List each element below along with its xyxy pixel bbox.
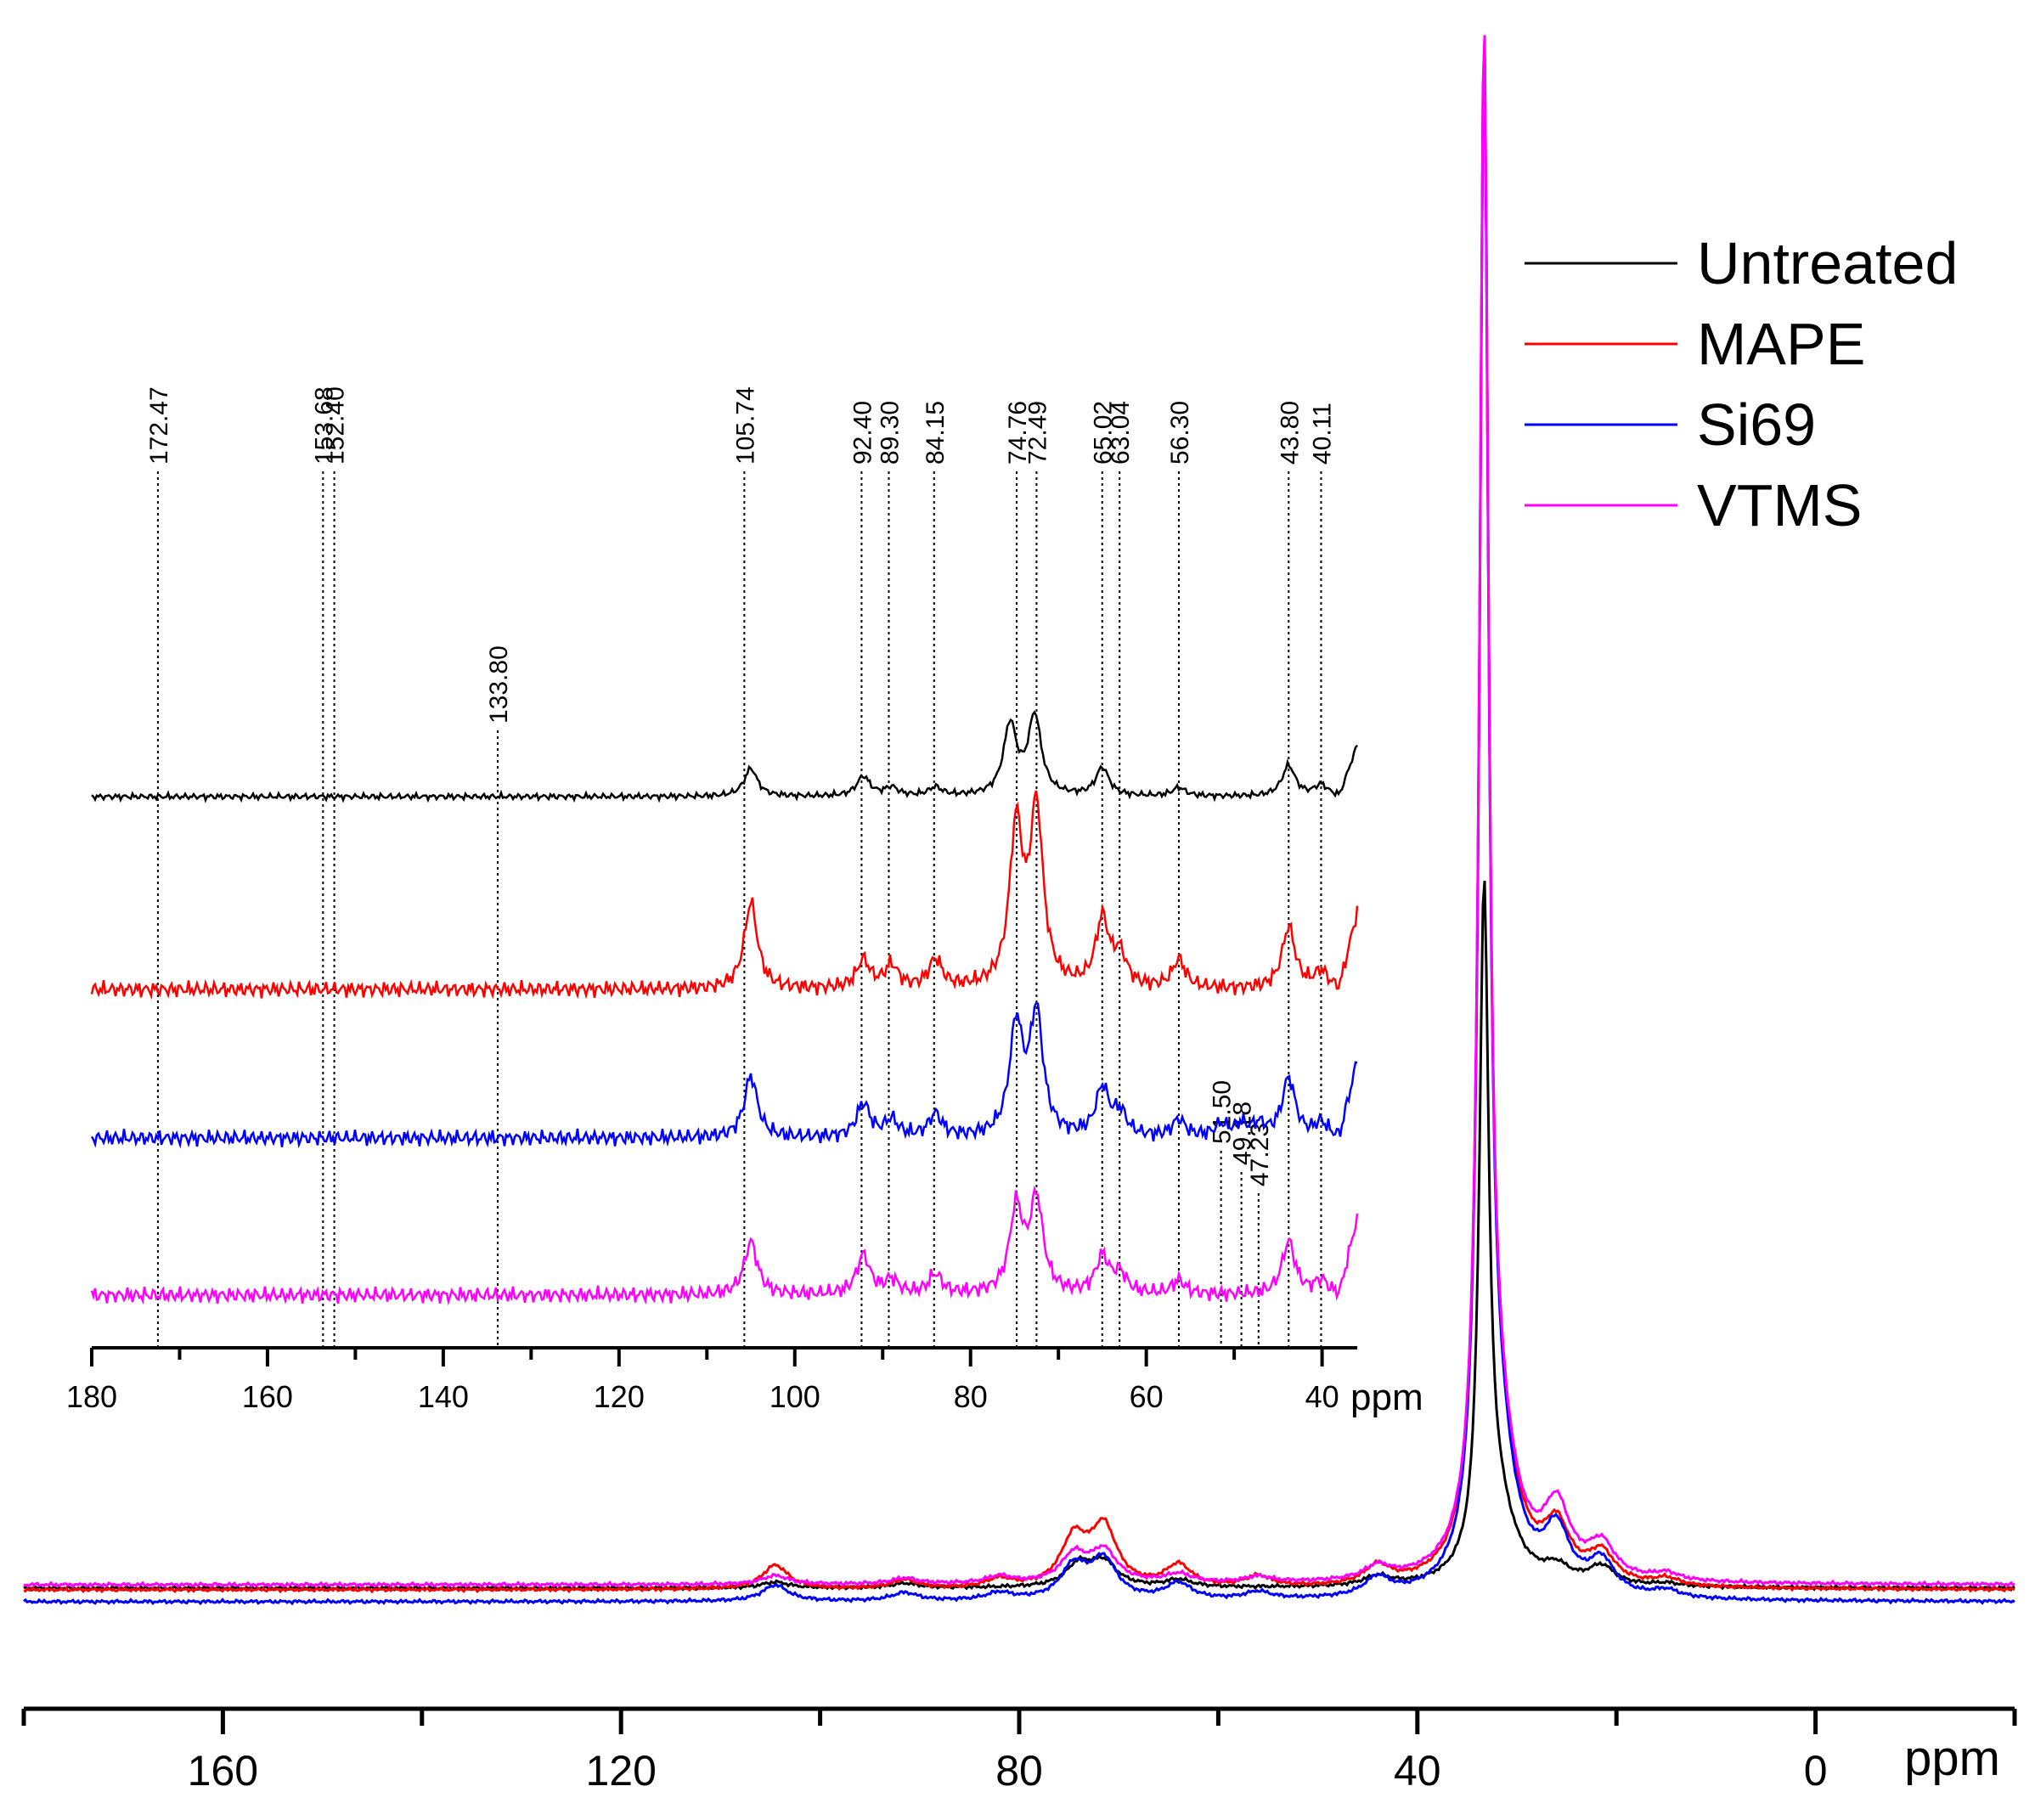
inset-series-si69 <box>90 1001 1358 1149</box>
legend-label-si69: Si69 <box>1697 392 1816 458</box>
inset-tick-label: 100 <box>769 1379 820 1414</box>
main-series-vtms <box>23 35 2015 1589</box>
inset-tick-label: 80 <box>954 1379 988 1414</box>
peak-label: 153.68 <box>310 386 338 465</box>
peak-label: 49.18 <box>1229 1102 1257 1165</box>
main-tick-label: 120 <box>585 1747 656 1795</box>
main-tick-label: 160 <box>188 1747 258 1795</box>
inset-series-vtms <box>90 1185 1359 1306</box>
main-series-untreated <box>23 881 2015 1592</box>
peak-label: 47.23 <box>1246 1123 1274 1186</box>
peak-label: 105.74 <box>731 386 759 465</box>
main-spectra <box>23 35 2015 1606</box>
peak-label: 72.49 <box>1023 401 1051 465</box>
legend-label-mape: MAPE <box>1697 311 1865 377</box>
main-x-axis-label: ppm <box>1904 1731 2000 1786</box>
peak-label: 63.04 <box>1107 401 1135 465</box>
legend-label-vtms: VTMS <box>1697 472 1862 538</box>
peak-label: 133.80 <box>485 645 513 724</box>
peak-label: 51.50 <box>1209 1080 1237 1144</box>
legend: Untreated MAPE Si69 VTMS <box>1525 230 1958 538</box>
peak-label: 65.02 <box>1090 401 1118 465</box>
peak-label: 92.40 <box>848 401 877 465</box>
inset-tick-label: 120 <box>594 1379 645 1414</box>
peak-label: 56.30 <box>1166 401 1194 465</box>
inset-x-axis: 180 160 140 120 100 80 60 40 ppm <box>66 1346 1423 1418</box>
main-series-si69 <box>23 53 2015 1606</box>
inset-series-untreated <box>91 710 1358 803</box>
inset-tick-label: 140 <box>418 1379 469 1414</box>
peak-label: 40.11 <box>1308 403 1336 465</box>
main-tick-label: 0 <box>1804 1747 1828 1795</box>
main-tick-label: 40 <box>1394 1747 1441 1795</box>
peak-label: 152.40 <box>322 386 350 465</box>
inset-x-axis-label: ppm <box>1350 1377 1423 1418</box>
peak-label: 89.30 <box>876 401 904 465</box>
peak-label: 172.47 <box>145 386 173 465</box>
peak-label: 74.76 <box>1004 401 1032 465</box>
legend-label-untreated: Untreated <box>1697 230 1958 296</box>
inset-spectra <box>90 710 1359 1306</box>
inset-tick-label: 60 <box>1130 1379 1164 1414</box>
inset-tick-label: 160 <box>242 1379 293 1414</box>
inset-tick-label: 40 <box>1305 1379 1339 1414</box>
main-tick-label: 80 <box>995 1747 1043 1795</box>
peak-label: 43.80 <box>1276 401 1304 465</box>
inset-series-mape <box>90 790 1359 1000</box>
inset-tick-label: 180 <box>66 1379 117 1414</box>
main-x-axis: 160 120 80 40 0 ppm <box>21 1706 2017 1795</box>
peak-label: 84.15 <box>922 401 950 465</box>
